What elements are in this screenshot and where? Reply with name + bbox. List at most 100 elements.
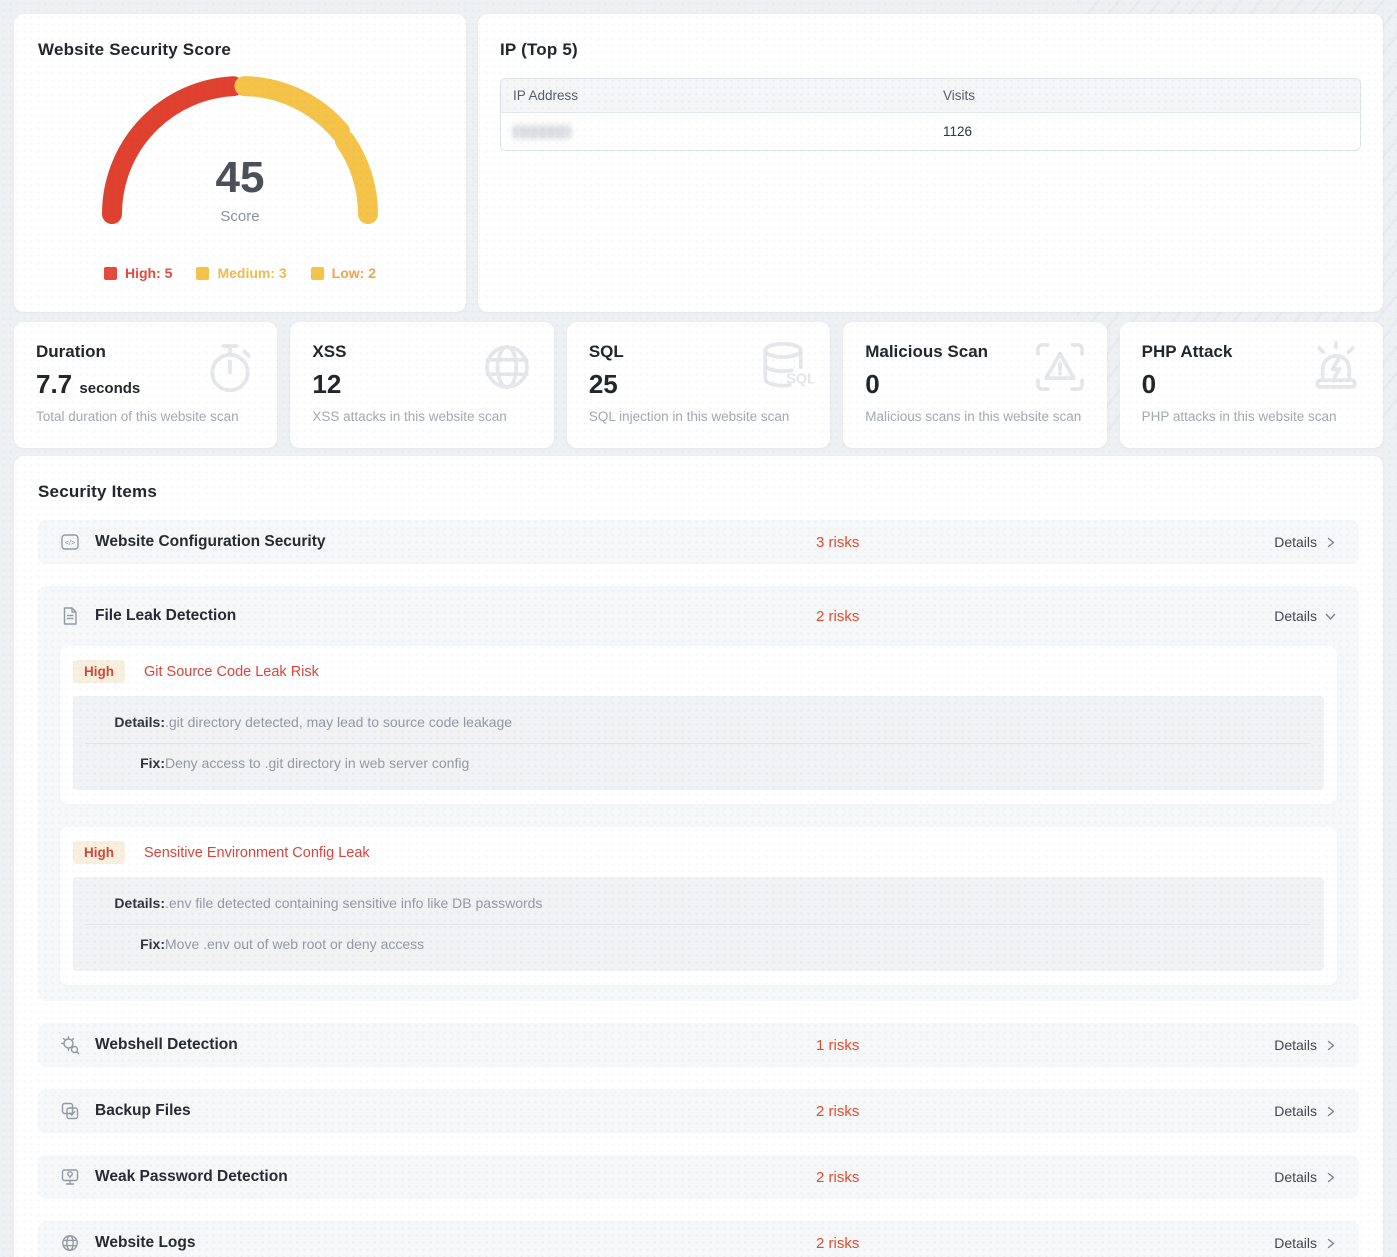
- stat-subtitle: XSS attacks in this website scan: [312, 409, 507, 424]
- legend-label-medium: Medium: 3: [217, 265, 287, 281]
- svg-text:</>: </>: [65, 538, 76, 547]
- finding-title: Git Source Code Leak Risk: [144, 663, 319, 680]
- ip-address-cell: [501, 124, 931, 140]
- security-item-label: File Leak Detection: [95, 607, 237, 624]
- stat-value: 0: [865, 371, 1084, 397]
- chevron-down-icon: [1324, 610, 1337, 623]
- finding-git-source-leak: High Git Source Code Leak Risk Details: …: [60, 646, 1337, 805]
- security-item-weak-password[interactable]: Weak Password Detection 2 risks Details: [38, 1155, 1359, 1200]
- details-field-value: .git directory detected, may lead to sou…: [165, 714, 513, 730]
- chevron-right-icon: [1324, 536, 1337, 549]
- security-items-card: Security Items </> Website Configuration…: [14, 456, 1383, 1257]
- security-item-webshell-detection[interactable]: Webshell Detection 1 risks Details: [38, 1023, 1359, 1068]
- security-item-label: Website Configuration Security: [95, 533, 326, 550]
- password-monitor-icon: [60, 1167, 80, 1187]
- backup-icon: [60, 1101, 80, 1121]
- legend-label-low: Low: 2: [331, 265, 377, 281]
- stat-value: 0: [1142, 371, 1361, 397]
- divider: [85, 742, 1310, 744]
- stat-subtitle: Malicious scans in this website scan: [865, 409, 1082, 424]
- legend-item-low: Low: 2: [310, 265, 377, 281]
- risk-count: 2 risks: [816, 1168, 860, 1186]
- svg-text:SQL: SQL: [787, 372, 815, 388]
- severity-badge: High: [73, 660, 125, 683]
- fix-field-label: Fix:: [140, 935, 165, 952]
- ip-top5-card: IP (Top 5) IP Address Visits 1126: [478, 14, 1383, 312]
- severity-badge: High: [73, 841, 125, 865]
- chevron-right-icon: [1324, 1039, 1337, 1052]
- website-security-score-card: Website Security Score 45 Score High: 5 …: [14, 14, 466, 312]
- stopwatch-icon: [199, 336, 261, 398]
- stat-title: Malicious Scan: [865, 342, 989, 361]
- globe-grid-icon: [60, 1233, 80, 1253]
- security-item-label: Weak Password Detection: [95, 1168, 288, 1186]
- chevron-right-icon: [1324, 1171, 1337, 1184]
- stat-subtitle: Total duration of this website scan: [36, 409, 239, 424]
- stat-number: 0: [865, 369, 880, 399]
- finding-title: Sensitive Environment Config Leak: [144, 844, 370, 861]
- risk-count: 3 risks: [816, 533, 860, 551]
- details-field-value: .env file detected containing sensitive …: [165, 895, 543, 912]
- details-label: Details: [1274, 608, 1317, 624]
- security-item-label: Backup Files: [95, 1102, 191, 1120]
- stat-card-duration: Duration 7.7 seconds Total duration of t…: [14, 322, 278, 448]
- details-button[interactable]: Details: [1274, 534, 1337, 550]
- details-button[interactable]: Details: [1274, 1235, 1337, 1251]
- stat-title: SQL: [588, 342, 624, 361]
- stat-number: 0: [1141, 369, 1157, 399]
- stat-value: 25: [589, 371, 808, 397]
- details-button[interactable]: Details: [1274, 608, 1337, 624]
- fix-field-value: Deny access to .git directory in web ser…: [165, 754, 470, 771]
- details-label: Details: [1274, 534, 1317, 550]
- security-item-website-configuration[interactable]: </> Website Configuration Security 3 ris…: [38, 520, 1359, 564]
- divider: [85, 923, 1310, 925]
- risk-count: 2 risks: [816, 1234, 860, 1252]
- fix-field-label: Fix:: [140, 754, 165, 771]
- ip-table-header: IP Address Visits: [501, 79, 1360, 113]
- score-card-title: Website Security Score: [38, 40, 232, 59]
- legend-item-high: High: 5: [103, 265, 173, 281]
- chevron-right-icon: [1324, 1105, 1337, 1118]
- legend-swatch-high: [103, 266, 117, 280]
- risk-count: 2 risks: [816, 1102, 860, 1120]
- security-items-title: Security Items: [38, 482, 158, 501]
- finding-body: Details: .git directory detected, may le…: [73, 696, 1324, 791]
- globe-icon: [476, 336, 538, 398]
- details-button[interactable]: Details: [1274, 1103, 1337, 1119]
- details-button[interactable]: Details: [1274, 1169, 1337, 1185]
- chevron-right-icon: [1324, 1237, 1337, 1250]
- details-label: Details: [1274, 1235, 1317, 1252]
- scan-warning-icon: [1029, 336, 1091, 398]
- stat-unit: seconds: [79, 380, 141, 397]
- security-item-label: Webshell Detection: [95, 1036, 238, 1054]
- finding-body: Details: .env file detected containing s…: [73, 877, 1324, 972]
- security-item-file-leak[interactable]: File Leak Detection 2 risks Details: [60, 594, 1337, 638]
- stat-card-xss: XSS 12 XSS attacks in this website scan: [290, 322, 554, 448]
- stat-number: 12: [312, 369, 342, 399]
- stat-title: PHP Attack: [1141, 342, 1233, 361]
- details-field-label: Details:: [114, 895, 165, 912]
- stat-card-php-attack: PHP Attack 0 PHP attacks in this website…: [1119, 322, 1384, 448]
- stat-subtitle: PHP attacks in this website scan: [1141, 409, 1337, 424]
- legend-label-high: High: 5: [124, 265, 173, 281]
- legend-swatch-medium: [196, 266, 210, 280]
- risk-count: 2 risks: [816, 607, 860, 625]
- stat-subtitle: SQL injection in this website scan: [588, 409, 790, 424]
- security-item-label: Website Logs: [95, 1234, 196, 1252]
- security-item-website-logs[interactable]: Website Logs 2 risks Details: [38, 1221, 1359, 1257]
- visits-column-header: Visits: [943, 88, 976, 103]
- visits-cell: 1126: [943, 124, 973, 139]
- legend-swatch-low: [310, 266, 324, 280]
- ip-card-title: IP (Top 5): [500, 40, 578, 59]
- stat-title: XSS: [312, 342, 347, 361]
- stat-title: Duration: [36, 342, 106, 361]
- security-item-backup-files[interactable]: Backup Files 2 risks Details: [38, 1089, 1359, 1134]
- details-button[interactable]: Details: [1274, 1037, 1337, 1053]
- details-label: Details: [1274, 1103, 1317, 1120]
- risk-count: 1 risks: [816, 1036, 860, 1054]
- siren-icon: [1305, 336, 1367, 398]
- database-sql-icon: SQL: [752, 336, 816, 398]
- gauge-segment-low: [334, 130, 379, 224]
- details-field-label: Details:: [114, 714, 165, 730]
